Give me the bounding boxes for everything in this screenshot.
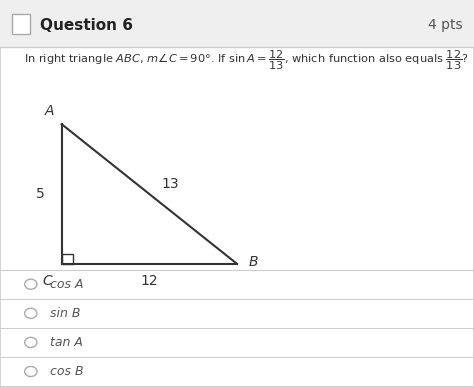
Text: Question 6: Question 6 bbox=[40, 18, 133, 33]
Text: cos A: cos A bbox=[50, 278, 83, 291]
Text: 4 pts: 4 pts bbox=[428, 18, 462, 32]
Text: B: B bbox=[249, 255, 258, 269]
Text: C: C bbox=[43, 274, 52, 288]
Text: A: A bbox=[45, 104, 55, 118]
Text: sin B: sin B bbox=[50, 307, 80, 320]
Bar bbox=[0, 0, 474, 47]
Text: cos B: cos B bbox=[50, 365, 83, 378]
Text: 5: 5 bbox=[36, 187, 45, 201]
Text: 12: 12 bbox=[140, 274, 158, 288]
Text: 13: 13 bbox=[162, 177, 180, 191]
Text: In right triangle $ABC$, $m\angle C = 90°$. If $\sin A = \dfrac{12}{13}$, which : In right triangle $ABC$, $m\angle C = 90… bbox=[24, 48, 469, 72]
Text: tan A: tan A bbox=[50, 336, 82, 349]
Bar bbox=[62, 254, 73, 264]
Bar bbox=[12, 14, 30, 34]
